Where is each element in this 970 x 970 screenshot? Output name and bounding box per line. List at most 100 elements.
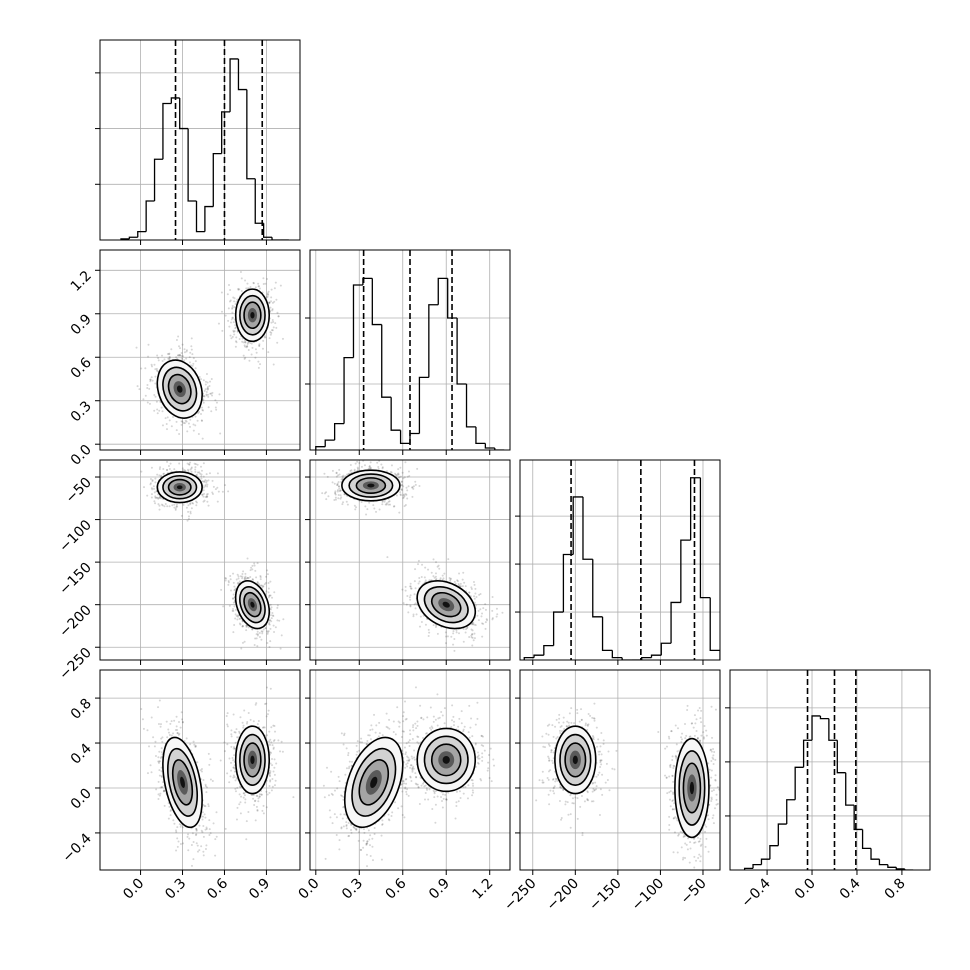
sample-point xyxy=(399,488,402,491)
sample-point xyxy=(211,391,214,394)
sample-point xyxy=(189,743,192,746)
sample-point xyxy=(271,309,274,312)
sample-point xyxy=(238,622,241,625)
sample-point xyxy=(204,380,207,383)
sample-point xyxy=(246,282,249,285)
sample-point xyxy=(251,564,254,567)
sample-point xyxy=(444,642,447,645)
sample-point xyxy=(173,506,176,509)
sample-point xyxy=(207,504,210,507)
sample-point xyxy=(269,614,272,617)
sample-point xyxy=(257,366,260,369)
histogram-bin xyxy=(179,97,189,130)
sample-point xyxy=(175,429,178,432)
sample-point xyxy=(166,505,169,508)
sample-point xyxy=(182,503,185,506)
sample-point xyxy=(338,468,341,471)
sample-point xyxy=(404,492,407,495)
sample-point xyxy=(189,418,192,421)
sample-point xyxy=(239,271,242,274)
sample-point xyxy=(205,481,208,484)
sample-point xyxy=(198,410,201,413)
sample-point xyxy=(339,489,342,492)
histogram-bin xyxy=(572,496,583,555)
sample-point xyxy=(196,463,199,466)
sample-point xyxy=(154,382,157,385)
histogram-bin xyxy=(786,799,796,825)
sample-point xyxy=(203,480,206,483)
sample-point xyxy=(242,570,245,573)
sample-point xyxy=(268,621,271,624)
sample-point xyxy=(477,609,480,612)
sample-point xyxy=(202,401,205,404)
sample-point xyxy=(202,462,205,465)
sample-point xyxy=(413,580,416,583)
sample-point xyxy=(282,618,285,621)
sample-point xyxy=(233,330,236,333)
sample-point xyxy=(418,484,421,487)
sample-point xyxy=(236,573,239,576)
sample-point xyxy=(473,597,476,600)
sample-point xyxy=(200,419,203,422)
sample-point xyxy=(156,412,159,415)
histogram-bin xyxy=(641,656,652,660)
sample-point xyxy=(170,470,173,473)
sample-point xyxy=(409,604,412,607)
histogram-bin xyxy=(819,715,829,720)
sample-point xyxy=(161,504,164,507)
sample-point xyxy=(258,344,261,347)
histogram-bin xyxy=(437,277,448,305)
sample-point xyxy=(195,842,198,845)
sample-point xyxy=(406,489,409,492)
sample-point xyxy=(470,634,473,637)
sample-point xyxy=(180,357,183,360)
sample-point xyxy=(261,630,264,633)
sample-point xyxy=(208,819,211,822)
panel xyxy=(100,460,300,660)
sample-point xyxy=(267,630,270,633)
sample-point xyxy=(156,473,159,476)
sample-point xyxy=(202,486,205,489)
sample-point xyxy=(166,416,169,419)
sample-point xyxy=(206,493,209,496)
sample-point xyxy=(158,497,161,500)
sample-point xyxy=(276,311,279,314)
sample-point xyxy=(232,593,235,596)
sample-point xyxy=(160,776,163,779)
histogram-bin xyxy=(262,223,273,238)
sample-point xyxy=(160,786,163,789)
sample-point xyxy=(206,387,209,390)
sample-point xyxy=(146,772,149,775)
sample-point xyxy=(158,504,161,507)
sample-point xyxy=(175,339,178,342)
sample-point xyxy=(246,343,249,346)
sample-point xyxy=(157,760,160,763)
sample-point xyxy=(247,287,250,290)
sample-point xyxy=(202,379,205,382)
sample-point xyxy=(331,469,334,472)
sample-point xyxy=(251,628,254,631)
sample-point xyxy=(399,493,402,496)
sample-point xyxy=(269,594,272,597)
sample-point xyxy=(215,408,218,411)
sample-point xyxy=(202,850,205,853)
sample-point xyxy=(337,480,340,483)
sample-point xyxy=(273,631,276,634)
sample-point xyxy=(472,621,475,624)
sample-point xyxy=(355,506,358,509)
sample-point xyxy=(201,409,204,412)
sample-point xyxy=(216,500,219,503)
sample-point xyxy=(254,348,257,351)
histogram-bin xyxy=(670,601,681,644)
sample-point xyxy=(186,430,189,433)
sample-point xyxy=(402,494,405,497)
sample-point xyxy=(187,510,190,513)
sample-point xyxy=(243,357,246,360)
sample-point xyxy=(229,578,232,581)
sample-point xyxy=(150,493,153,496)
sample-point xyxy=(335,471,338,474)
sample-point xyxy=(270,617,273,620)
sample-point xyxy=(183,422,186,425)
sample-point xyxy=(224,579,227,582)
